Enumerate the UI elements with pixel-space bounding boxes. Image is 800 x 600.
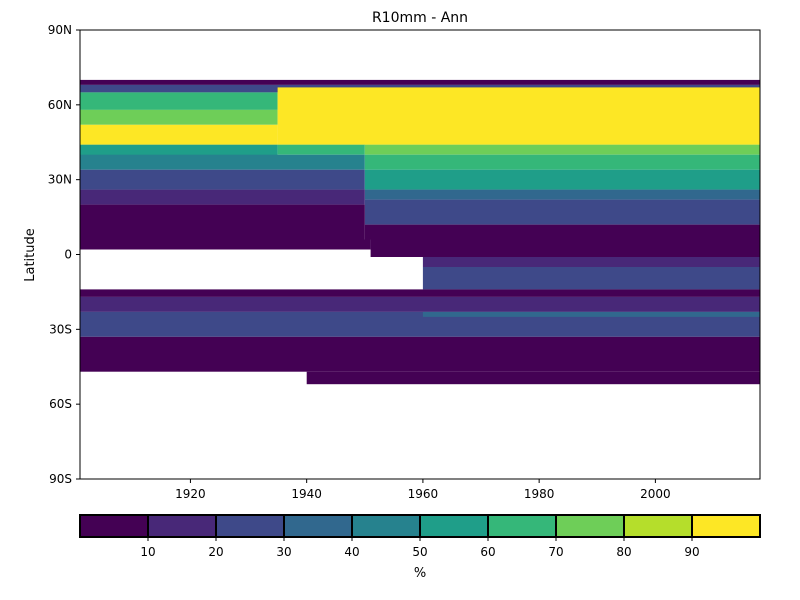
colorbar-tick-label: 30 xyxy=(276,545,291,559)
colorbar-tick-label: 10 xyxy=(140,545,155,559)
heatmap-cell xyxy=(80,239,371,250)
colorbar-bin xyxy=(215,514,285,538)
y-tick-label: 60N xyxy=(48,98,72,112)
x-tick-label: 1940 xyxy=(291,487,322,501)
colorbar-bin xyxy=(691,514,761,538)
y-tick-label: 0 xyxy=(64,248,72,262)
colorbar-bin xyxy=(419,514,489,538)
colorbar-tick-label: 40 xyxy=(344,545,359,559)
heatmap-cell xyxy=(364,154,760,170)
heatmap-cell xyxy=(364,144,760,155)
colorbar-axis: 10 20 30 40 50 60 70 80 90 xyxy=(140,537,700,559)
colorbar-label: % xyxy=(414,566,426,581)
heatmap-cell xyxy=(80,169,365,190)
heatmap-cell xyxy=(364,199,760,225)
colorbar-bin xyxy=(147,514,217,538)
chart-title: R10mm - Ann xyxy=(372,10,468,26)
colorbar-bin xyxy=(555,514,625,538)
y-tick-label: 90N xyxy=(48,23,72,37)
heatmap-cell xyxy=(80,79,760,85)
heatmap-cell xyxy=(80,204,365,240)
x-tick-label: 1920 xyxy=(175,487,206,501)
heatmap-cell xyxy=(306,371,760,385)
y-tick-label: 30N xyxy=(48,173,72,187)
colorbar-tick-label: 50 xyxy=(412,545,427,559)
heatmap-cell xyxy=(80,189,365,205)
colorbar-tick-label: 70 xyxy=(548,545,563,559)
heatmap-cell xyxy=(80,109,278,125)
heatmap-cell xyxy=(277,87,760,145)
colorbar xyxy=(79,514,761,538)
colorbar-bin xyxy=(623,514,693,538)
heatmap-cell xyxy=(80,154,365,170)
heatmap-cell xyxy=(422,257,760,267)
y-tick-label: 90S xyxy=(49,472,72,486)
heatmap-cell xyxy=(80,92,278,110)
heatmap-cell xyxy=(364,224,760,240)
colorbar-tick-label: 90 xyxy=(684,545,699,559)
y-axis: 90N 60N 30N 0 30S 60S 90S xyxy=(48,23,80,486)
heatmap-cell xyxy=(80,124,278,145)
colorbar-tick-label: 80 xyxy=(616,545,631,559)
colorbar-bin xyxy=(487,514,557,538)
y-tick-label: 60S xyxy=(49,397,72,411)
colorbar-bin xyxy=(283,514,353,538)
heatmap-cells xyxy=(80,79,760,385)
x-tick-label: 1980 xyxy=(524,487,555,501)
heatmap-cell xyxy=(80,336,760,372)
colorbar-bin xyxy=(351,514,421,538)
heatmap-cell xyxy=(422,267,760,290)
heatmap-cell xyxy=(80,289,760,297)
heatmap-cell xyxy=(364,169,760,190)
heatmap-cell xyxy=(364,189,760,200)
colorbar-tick-label: 20 xyxy=(208,545,223,559)
x-tick-label: 2000 xyxy=(640,487,671,501)
y-tick-label: 30S xyxy=(49,322,72,336)
x-tick-label: 1960 xyxy=(408,487,439,501)
heatmap-cell xyxy=(370,239,760,257)
colorbar-bin xyxy=(79,514,149,538)
x-axis: 1920 1940 1960 1980 2000 xyxy=(175,479,671,501)
heatmap-cell xyxy=(277,144,365,155)
y-axis-label: Latitude xyxy=(23,228,38,282)
heatmap-cell xyxy=(80,296,760,312)
heatmap-cell xyxy=(422,311,760,317)
colorbar-tick-label: 60 xyxy=(480,545,495,559)
